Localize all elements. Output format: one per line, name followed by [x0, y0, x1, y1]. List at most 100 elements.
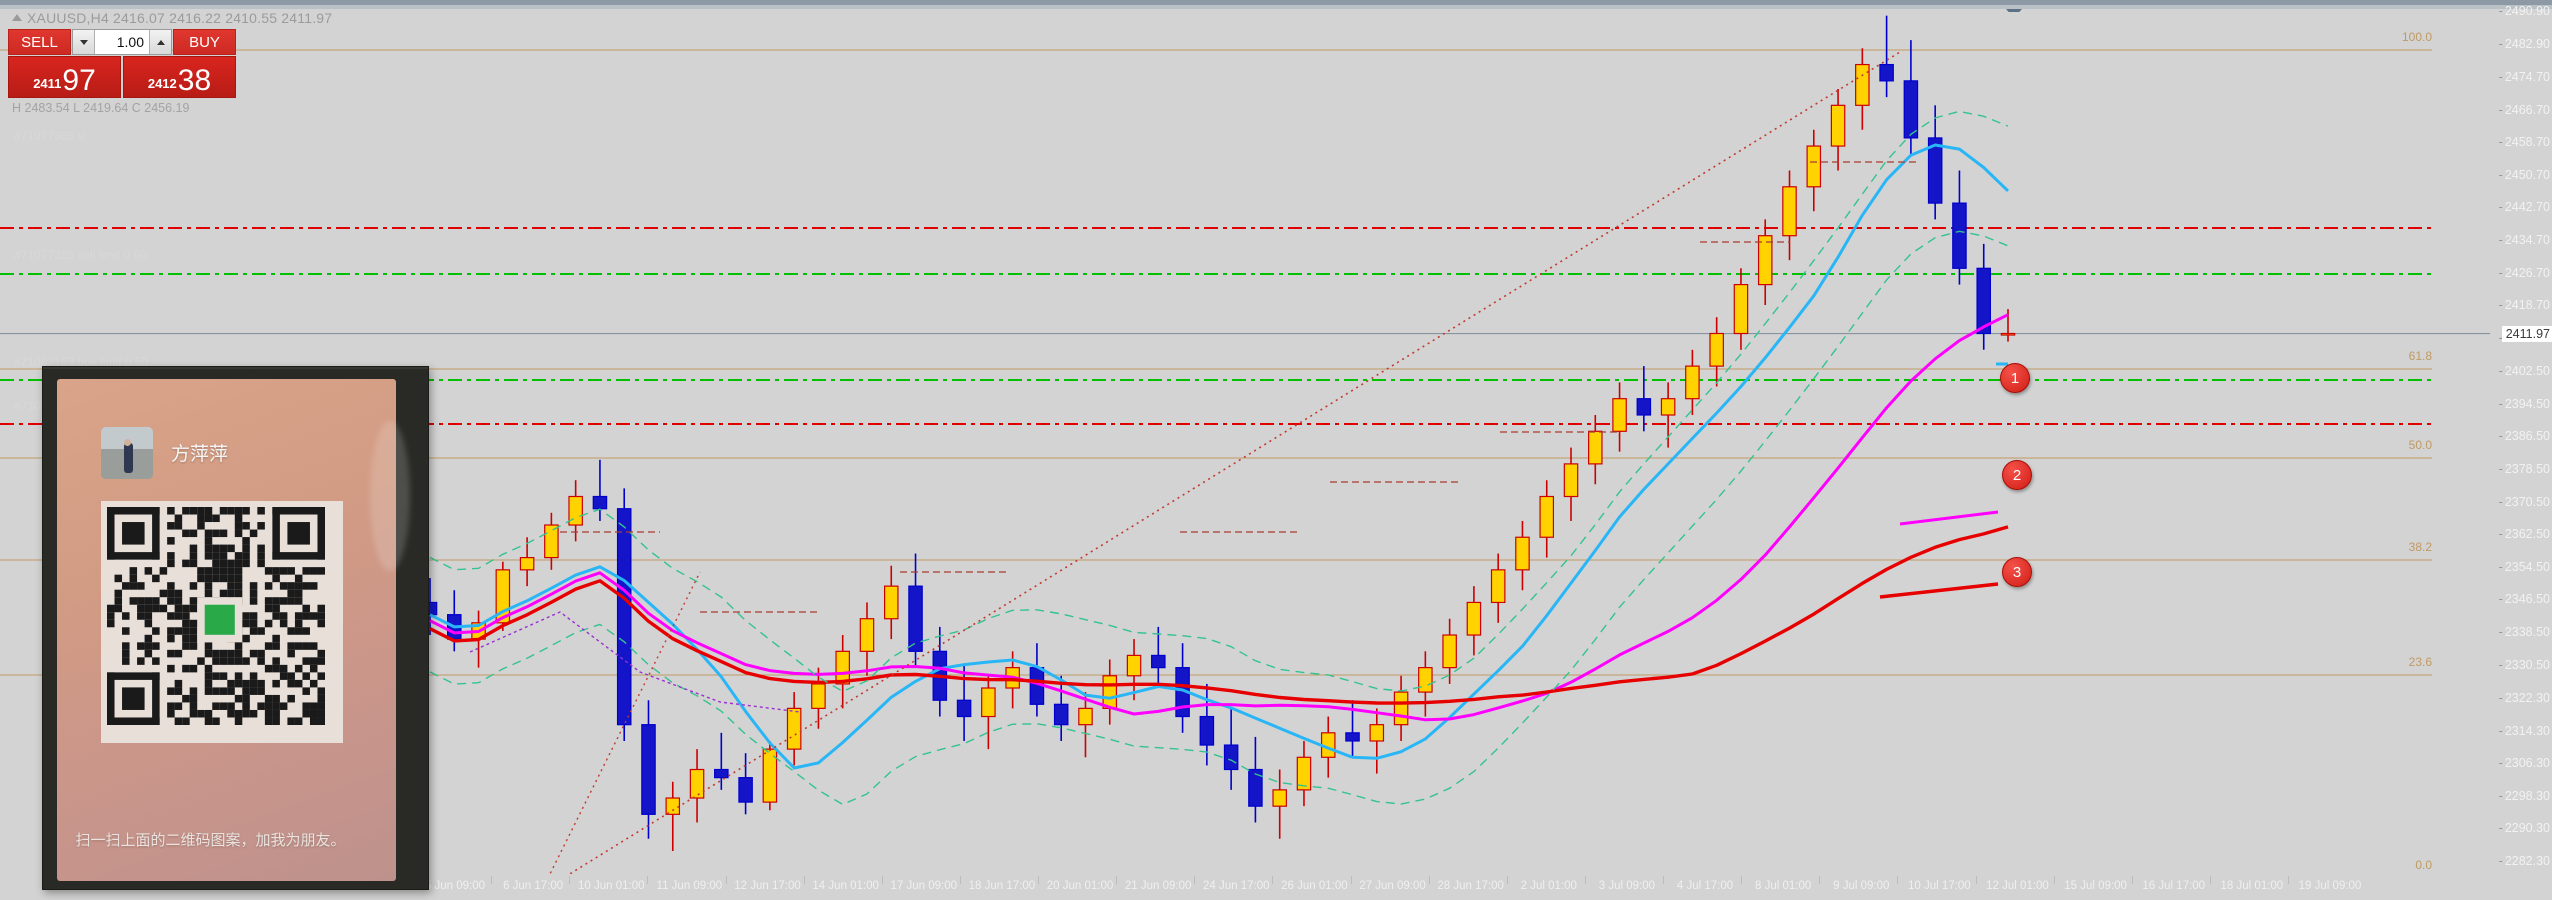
fib-level-label: 23.6	[2408, 655, 2432, 669]
caret-up-icon	[156, 39, 165, 45]
quote-row: 2411 97 2412 38	[8, 56, 236, 98]
time-tick: 18 Jul 01:00	[2220, 880, 2284, 892]
price-tick: -2426.70	[2498, 265, 2550, 280]
annotation-badge-1[interactable]: 1	[2000, 363, 2030, 393]
symbol-ohlc-line: XAUUSD,H4 2416.07 2416.22 2410.55 2411.9…	[8, 10, 332, 26]
wechat-contact-name: 方萍萍	[171, 443, 229, 465]
price-tick: -2346.50	[2498, 592, 2550, 607]
fib-level-label: 61.8	[2408, 349, 2432, 363]
time-tick: 8 Jul 01:00	[1754, 880, 1812, 892]
current-price-label: 2411.97	[2501, 325, 2552, 342]
price-tick: -2450.70	[2498, 167, 2550, 182]
price-tick: -2330.50	[2498, 657, 2550, 672]
time-tick-separator	[1663, 876, 1664, 884]
window-title-bar	[0, 0, 2552, 5]
time-tick-separator	[1506, 876, 1508, 884]
time-tick-separator	[1897, 876, 1899, 884]
sell-button[interactable]: SELL	[8, 29, 71, 55]
price-tick: -2394.50	[2498, 396, 2550, 411]
time-tick-separator	[803, 876, 805, 884]
price-tick: -2282.30	[2498, 854, 2550, 868]
time-tick-separator	[2131, 876, 2133, 884]
volume-decrease-button[interactable]	[73, 30, 95, 54]
order-line-label[interactable]: #71077385 sl	[14, 129, 87, 143]
triangle-up-icon	[12, 14, 22, 21]
time-tick-separator	[1428, 876, 1430, 884]
time-tick: 12 Jul 01:00	[1986, 880, 2049, 892]
bid-price-pips: 97	[62, 64, 96, 97]
time-tick: 27 Jun 09:00	[1359, 880, 1426, 892]
wechat-card: 方萍萍 扫一扫上面的二维码图案，加我为朋友。	[57, 379, 410, 881]
time-tick: 14 Jun 01:00	[812, 880, 879, 892]
price-tick: -2402.50	[2498, 364, 2550, 379]
time-tick-separator	[491, 876, 493, 884]
price-tick: -2458.70	[2498, 135, 2550, 150]
time-tick: 17 Jun 09:00	[890, 880, 958, 892]
time-tick-separator	[1584, 876, 1586, 884]
time-tick-separator	[881, 876, 883, 884]
price-tick: -2306.30	[2498, 756, 2550, 771]
price-tick: -2290.30	[2498, 821, 2550, 836]
ask-price-box[interactable]: 2412 38	[123, 56, 236, 98]
trade-button-row: SELL 1.00 BUY	[8, 29, 236, 55]
fib-level-label: 50.0	[2408, 438, 2432, 452]
time-tick-separator	[1350, 876, 1352, 884]
time-tick: 3 Jul 09:00	[1598, 880, 1656, 892]
price-tick: -2370.50	[2498, 494, 2550, 509]
time-tick: 21 Jun 09:00	[1124, 880, 1192, 892]
order-line-label[interactable]: #71077385 sell limit 0.50	[14, 248, 147, 262]
price-tick: -2314.30	[2498, 723, 2550, 738]
time-tick-separator	[1038, 876, 1039, 884]
time-tick: 28 Jun 17:00	[1437, 880, 1504, 892]
time-tick: 26 Jun 01:00	[1281, 880, 1348, 892]
fib-level-label: 38.2	[2408, 540, 2432, 554]
photo-glare	[370, 421, 410, 571]
annotation-badge-2[interactable]: 2	[2002, 460, 2032, 490]
time-tick-separator	[569, 876, 571, 884]
time-tick: 11 Jun 09:00	[656, 880, 723, 892]
price-tick: -2434.70	[2498, 233, 2550, 247]
time-tick-separator	[1194, 876, 1196, 884]
time-tick-separator	[959, 876, 961, 884]
time-tick: 16 Jul 17:00	[2142, 880, 2206, 892]
bid-price-box[interactable]: 2411 97	[8, 56, 121, 98]
window-title-bar-inner	[0, 5, 2552, 9]
price-tick: -2338.50	[2498, 624, 2550, 639]
price-tick: -2322.30	[2498, 691, 2550, 705]
price-tick: -2298.30	[2498, 788, 2550, 803]
price-tick: -2482.90	[2498, 36, 2550, 51]
price-axis[interactable]: -2490.90 -2482.90 -2474.70 -2466.70 -2458.70…	[2490, 4, 2552, 888]
ask-price-prefix: 2412	[147, 76, 177, 91]
time-tick-separator	[1975, 876, 1977, 884]
time-tick: 24 Jun 17:00	[1202, 880, 1270, 892]
time-tick-separator	[2288, 876, 2289, 884]
annotation-badge-3[interactable]: 3	[2002, 557, 2032, 587]
time-tick: 6 Jun 17:00	[503, 880, 564, 892]
time-tick-separator	[2053, 876, 2055, 884]
volume-increase-button[interactable]	[149, 30, 171, 54]
buy-button[interactable]: BUY	[173, 29, 236, 55]
volume-value[interactable]: 1.00	[116, 34, 144, 50]
price-tick: -2442.70	[2498, 200, 2550, 215]
time-tick-separator	[1819, 876, 1821, 884]
order-line-label[interactable]: #71082153 buy limit 0.50	[14, 355, 149, 369]
price-tick: -2386.50	[2498, 429, 2550, 444]
wechat-qr-photo-overlay: 方萍萍 扫一扫上面的二维码图案，加我为朋友。	[42, 366, 429, 890]
time-tick: 12 Jun 17:00	[734, 880, 801, 892]
time-tick: 18 Jun 17:00	[968, 880, 1036, 892]
time-tick-separator	[1272, 876, 1274, 884]
price-tick: -2490.90	[2498, 4, 2550, 18]
volume-stepper[interactable]: 1.00	[72, 29, 172, 55]
one-click-trading-panel[interactable]: XAUUSD,H4 2416.07 2416.22 2410.55 2411.9…	[8, 10, 332, 115]
contact-avatar-icon	[101, 427, 153, 479]
price-tick: -2354.50	[2498, 559, 2550, 574]
session-hlc-line: H 2483.54 L 2419.64 C 2456.19	[12, 101, 190, 115]
caret-down-icon	[79, 39, 88, 45]
time-tick: 2 Jul 01:00	[1520, 880, 1577, 892]
price-tick: -2466.70	[2498, 102, 2550, 117]
price-tick: -2362.50	[2498, 527, 2550, 542]
time-tick: 10 Jul 17:00	[1908, 880, 1971, 892]
time-tick: 9 Jul 09:00	[1833, 880, 1890, 892]
price-tick: -2378.50	[2498, 462, 2550, 476]
